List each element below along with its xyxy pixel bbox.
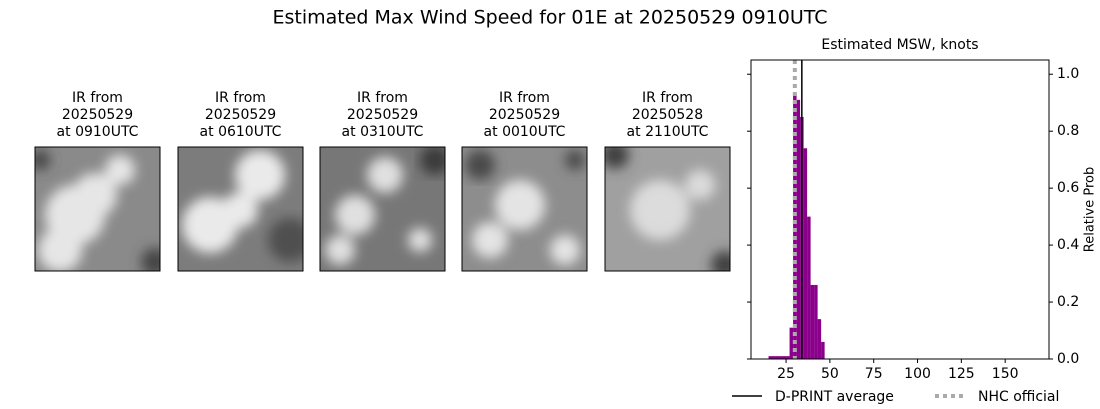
legend-label: NHC official [978, 389, 1059, 405]
legend-label: D-PRINT average [775, 389, 894, 405]
panel-label: IR from [215, 90, 266, 106]
bar [786, 356, 790, 359]
panel-label: IR from [499, 90, 550, 106]
x-tick-label: 50 [821, 366, 839, 382]
plot-frame [750, 59, 1050, 360]
y-axis-label: Relative Prob [1083, 167, 1098, 252]
chart-title: Estimated MSW, knots [821, 37, 978, 53]
y-tick-label: 0.8 [1057, 123, 1079, 139]
bar [768, 356, 773, 359]
panel-label: at 0610UTC [200, 124, 282, 140]
bar [772, 356, 776, 359]
x-tick-label: 125 [948, 366, 975, 382]
y-tick-label: 0.4 [1057, 237, 1079, 253]
panel-label: 20250529 [489, 107, 560, 123]
panel-label: 20250529 [205, 107, 276, 123]
panel-label: at 2110UTC [627, 124, 709, 140]
bar [782, 356, 787, 359]
y-tick-label: 1.0 [1057, 66, 1079, 82]
panel-label: IR from [642, 90, 693, 106]
bar [807, 216, 811, 359]
panel-label: IR from [72, 90, 123, 106]
panel-label: 20250528 [632, 107, 703, 123]
panel-label: at 0010UTC [484, 124, 566, 140]
x-tick-label: 25 [777, 366, 795, 382]
panel-label: at 0910UTC [57, 124, 139, 140]
y-tick-label: 0.0 [1057, 351, 1079, 367]
bar [779, 356, 783, 359]
figure-title: Estimated Max Wind Speed for 01E at 2025… [272, 7, 827, 29]
bar [796, 99, 801, 359]
x-tick-label: 100 [904, 366, 931, 382]
bar [810, 284, 815, 359]
x-tick-label: 150 [992, 366, 1019, 382]
panel-label: IR from [357, 90, 408, 106]
bar [789, 327, 794, 359]
bar [775, 356, 780, 359]
panel-label: at 0310UTC [342, 124, 424, 140]
bar [803, 148, 808, 359]
panel-label: 20250529 [347, 107, 418, 123]
y-tick-label: 0.2 [1057, 294, 1079, 310]
bar [821, 341, 825, 359]
ir-image [462, 147, 587, 271]
panel-label: 20250529 [62, 107, 133, 123]
ir-image [320, 147, 445, 271]
ir-image [35, 147, 160, 271]
bar [814, 284, 818, 359]
y-tick-label: 0.6 [1057, 180, 1079, 196]
bar [817, 319, 822, 359]
x-tick-label: 75 [865, 366, 883, 382]
bar [793, 94, 797, 360]
ir-image [178, 147, 303, 271]
ir-image [605, 147, 730, 271]
